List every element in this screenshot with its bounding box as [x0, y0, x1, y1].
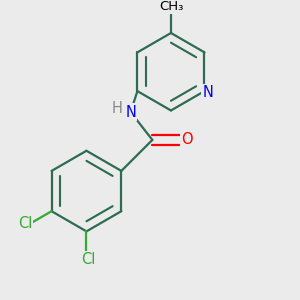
- Text: H: H: [111, 101, 122, 116]
- Text: Cl: Cl: [81, 252, 95, 267]
- Text: Cl: Cl: [18, 216, 32, 231]
- Text: O: O: [181, 132, 193, 147]
- Text: CH₃: CH₃: [159, 0, 183, 13]
- Text: N: N: [125, 104, 136, 119]
- Text: N: N: [202, 85, 213, 100]
